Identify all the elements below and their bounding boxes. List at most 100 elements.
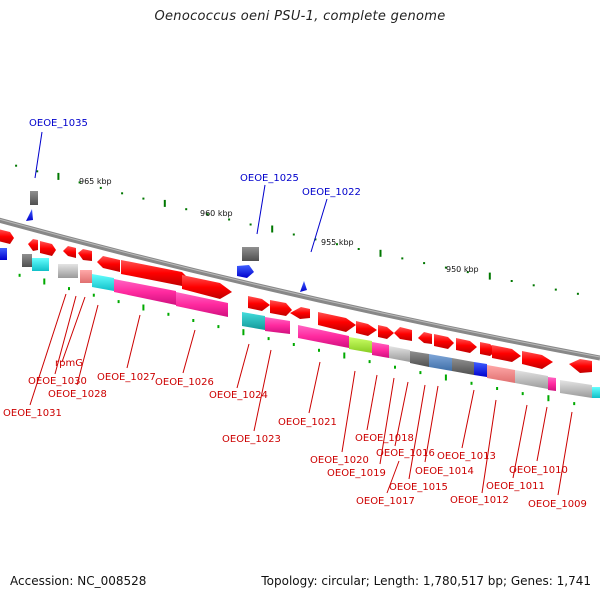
gene-feature: [92, 274, 114, 291]
leader-line: [236, 343, 250, 389]
gene-feature: [0, 229, 14, 244]
label-oeoe-1013: OEOE_1013: [437, 451, 496, 462]
minor-tick: [228, 218, 231, 221]
minor-tick: [576, 292, 579, 295]
minor-tick: [206, 213, 209, 216]
genome-summary-text: Topology: circular; Length: 1,780,517 bp…: [261, 574, 591, 588]
gene-feature: [378, 325, 394, 339]
gc-tick: [368, 360, 371, 364]
gene-feature: [270, 300, 292, 316]
accession-text: Accession: NC_008528: [10, 574, 147, 588]
gene-feature: [318, 312, 356, 332]
label-oeoe-1015: OEOE_1015: [389, 482, 448, 493]
leader-line: [557, 411, 573, 496]
minor-tick: [292, 233, 295, 236]
reverse-strand-genes: [0, 248, 600, 398]
minor-tick: [15, 164, 18, 167]
minor-tick: [423, 262, 426, 265]
label-oeoe-1028: OEOE_1028: [48, 389, 107, 400]
gene-feature: [452, 358, 474, 375]
label-oeoe-1027: OEOE_1027: [97, 372, 156, 383]
leader-line: [253, 349, 272, 432]
gene-feature: [418, 332, 432, 344]
label-oeoe-1012: OEOE_1012: [450, 495, 509, 506]
gc-tick: [496, 387, 499, 390]
leader-line: [379, 377, 395, 465]
gc-tick: [394, 365, 396, 369]
gc-tick-track: [18, 273, 576, 406]
gc-tick: [470, 381, 473, 385]
leader-line: [29, 293, 67, 406]
leader-line: [126, 314, 141, 369]
scale-label-955: 955 kbp: [321, 238, 354, 247]
gc-tick: [267, 337, 270, 341]
gene-feature: [32, 258, 49, 271]
minor-tick: [466, 271, 469, 274]
major-tick: [163, 199, 166, 207]
gene-feature: [30, 191, 38, 205]
gene-feature: [80, 270, 92, 283]
misc-features: [26, 191, 307, 292]
scale-label-960: 960 kbp: [200, 209, 233, 218]
gc-tick: [92, 293, 95, 297]
gc-tick: [167, 312, 170, 316]
gene-feature: [372, 342, 389, 358]
rna-feature: [26, 209, 33, 221]
minor-tick: [554, 288, 557, 291]
genome-backbone-highlight: [0, 218, 600, 358]
gene-feature: [487, 365, 515, 383]
rna-feature: [300, 281, 307, 292]
gene-feature: [22, 254, 32, 267]
major-tick: [488, 272, 491, 280]
gene-feature: [63, 246, 76, 258]
label-oeoe-1014: OEOE_1014: [415, 466, 474, 477]
gene-feature: [78, 249, 92, 261]
label-oeoe-1021: OEOE_1021: [278, 417, 337, 428]
label-oeoe-1030: OEOE_1030: [28, 376, 87, 387]
gc-tick: [217, 325, 220, 329]
gene-feature: [592, 387, 600, 398]
minor-tick: [532, 284, 535, 287]
leader-line: [54, 295, 77, 375]
gc-tick: [547, 395, 550, 402]
label-oeoe-1024: OEOE_1024: [209, 390, 268, 401]
label-oeoe-1009: OEOE_1009: [528, 499, 587, 510]
rna-feature: [237, 265, 254, 278]
label-oeoe-1025: OEOE_1025: [240, 173, 299, 184]
gene-feature: [434, 334, 454, 349]
gene-feature: [569, 359, 592, 373]
gene-feature: [456, 338, 477, 353]
label-oeoe-1031: OEOE_1031: [3, 408, 62, 419]
leader-line: [341, 370, 356, 453]
minor-tick: [78, 181, 81, 184]
gene-feature: [176, 292, 228, 317]
scale-label-965: 965 kbp: [79, 177, 112, 186]
gene-feature: [548, 377, 556, 391]
gene-feature: [356, 321, 377, 336]
gene-feature: [58, 264, 78, 278]
gc-tick: [419, 371, 422, 375]
gene-feature: [182, 275, 232, 299]
label-oeoe-1020: OEOE_1020: [310, 455, 369, 466]
scale-ticks: [15, 164, 579, 295]
genome-title: Oenococcus oeni PSU-1, complete genome: [154, 9, 446, 24]
leader-line: [310, 198, 328, 253]
leader-line: [481, 399, 497, 494]
gc-tick: [18, 273, 21, 277]
leader-line: [461, 389, 475, 449]
gene-feature: [410, 351, 429, 367]
gc-tick: [43, 278, 46, 285]
gc-tick: [242, 329, 245, 336]
label-rpmg: rpmG: [55, 358, 83, 369]
bottom-labels: rpmG OEOE_1030 OEOE_1028 OEOE_1031 OEOE_…: [3, 293, 587, 510]
gc-tick: [573, 402, 576, 406]
gc-tick: [117, 300, 120, 304]
leader-line: [308, 361, 321, 414]
minor-tick: [510, 280, 513, 282]
leader-line: [256, 184, 266, 235]
minor-tick: [444, 266, 447, 269]
leader-line: [182, 329, 196, 374]
leader-line: [512, 404, 528, 479]
gene-feature: [28, 239, 38, 251]
